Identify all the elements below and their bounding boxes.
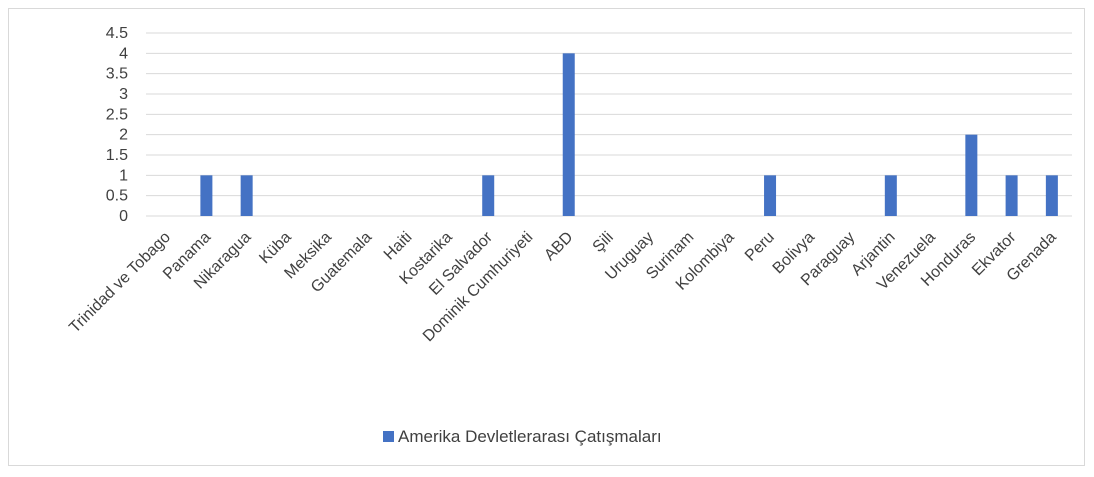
- x-tick-label: Haiti: [381, 229, 416, 264]
- y-tick-label: 0: [119, 208, 128, 225]
- y-tick-label: 2.5: [106, 106, 128, 123]
- y-tick-label: 3.5: [106, 66, 128, 83]
- y-tick-label: 2: [119, 127, 128, 144]
- gridlines: [146, 32, 1072, 217]
- bar: [1005, 175, 1018, 216]
- bar: [240, 175, 253, 216]
- bar: [482, 175, 495, 216]
- y-tick-label: 3: [119, 86, 128, 103]
- x-tick-label: Peru: [742, 229, 778, 265]
- legend-swatch: [383, 431, 394, 442]
- x-tick-label: ABD: [541, 229, 576, 264]
- legend: Amerika Devletlerarası Çatışmaları: [383, 427, 662, 446]
- legend-label: Amerika Devletlerarası Çatışmaları: [398, 427, 662, 446]
- bar: [1045, 175, 1058, 216]
- bar: [562, 53, 575, 217]
- bars: [200, 53, 1058, 217]
- y-tick-label: 4.5: [106, 25, 128, 42]
- bar: [200, 175, 213, 216]
- y-tick-label: 1.5: [106, 147, 128, 164]
- x-tick-label: Trinidad ve Tobago: [66, 229, 174, 337]
- y-tick-label: 0.5: [106, 188, 128, 205]
- bar: [764, 175, 777, 216]
- bar: [965, 134, 978, 216]
- x-tick-label: Şili: [590, 229, 617, 256]
- bar: [884, 175, 897, 216]
- y-tick-label: 1: [119, 167, 128, 184]
- y-axis-ticks: 0 0.5 1 1.5 2 2.5 3 3.5 4 4.5: [106, 25, 128, 225]
- y-tick-label: 4: [119, 45, 128, 62]
- chart-frame: [8, 8, 1085, 466]
